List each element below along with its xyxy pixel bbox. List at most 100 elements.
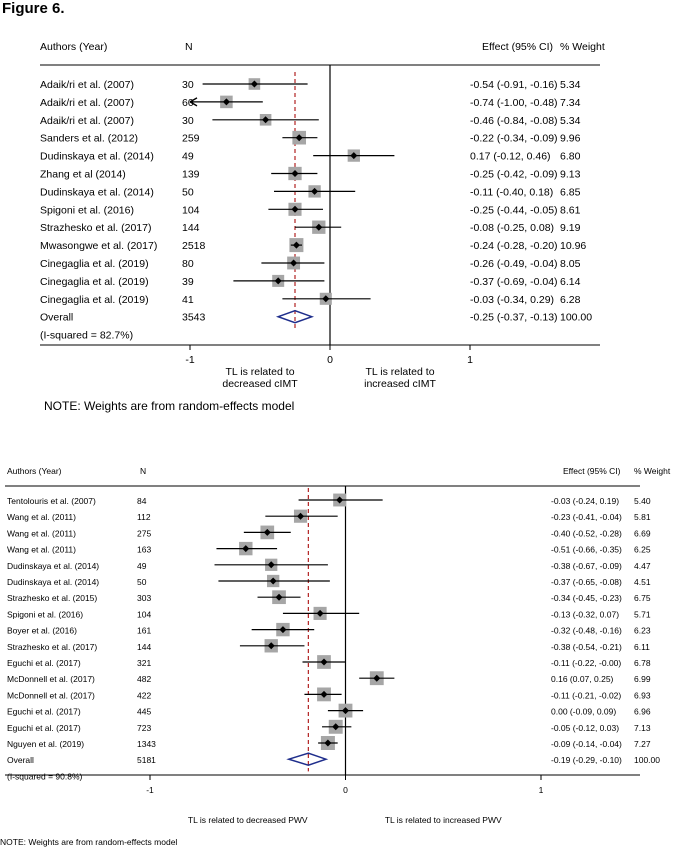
study-n: 144	[182, 222, 200, 234]
study-effect: -0.03 (-0.34, 0.29)	[470, 294, 554, 306]
study-label: Eguchi et al. (2017)	[7, 658, 81, 668]
study-effect: -0.54 (-0.91, -0.16)	[470, 79, 558, 91]
study-effect: -0.08 (-0.25, 0.08)	[470, 222, 554, 234]
study-label: McDonnell et al. (2017)	[7, 690, 95, 700]
study-effect: -0.25 (-0.42, -0.09)	[470, 169, 558, 181]
overall-row: Overall 3543 -0.25 (-0.37, -0.13) 100.00	[40, 309, 592, 324]
study-label: Mwasongwe et al. (2017)	[40, 240, 157, 252]
study-label: Boyer et al. (2016)	[7, 626, 77, 636]
study-n: 39	[182, 276, 194, 288]
study-n: 104	[137, 609, 151, 619]
study-point-estimate	[324, 739, 332, 747]
study-effect: -0.34 (-0.45, -0.23)	[551, 593, 622, 603]
study-point-estimate	[269, 577, 277, 585]
study-label: Strazhesko et al. (2017)	[7, 642, 97, 652]
study-point-estimate	[336, 496, 344, 504]
study-weight: 6.69	[634, 528, 651, 538]
study-row: Spigoni et al. (2016) 104 -0.13 (-0.32, 0.…	[7, 606, 651, 620]
study-label: Zhang et al (2014)	[40, 169, 126, 181]
study-weight: 6.11	[634, 642, 650, 652]
study-row: Boyer et al. (2016) 161 -0.32 (-0.48, -0.1…	[7, 622, 651, 637]
study-n: 144	[137, 642, 151, 652]
study-n: 259	[182, 133, 200, 145]
study-label: McDonnell et al. (2017)	[7, 674, 95, 684]
overall-diamond	[286, 752, 329, 766]
x-tick-label: 1	[467, 354, 473, 366]
study-row: Adaik/ri et al. (2007) 60 -0.74 (-1.00, -0…	[40, 95, 581, 109]
study-n: 723	[137, 723, 151, 733]
study-row: Eguchi et al. (2017) 321 -0.11 (-0.22, -0.…	[7, 655, 651, 669]
study-row: Cinegaglia et al. (2019) 39 -0.37 (-0.69, …	[40, 274, 581, 288]
study-label: Cinegaglia et al. (2019)	[40, 294, 149, 306]
study-n: 2518	[182, 240, 206, 252]
study-point-estimate	[320, 658, 328, 666]
overall-n: 5181	[137, 755, 156, 765]
study-effect: -0.11 (-0.22, -0.00)	[551, 658, 621, 668]
study-point-estimate	[242, 545, 250, 553]
right-direction-label: increased cIMT	[364, 378, 436, 390]
study-n: 60	[182, 97, 194, 109]
study-point-estimate	[275, 593, 283, 601]
study-row: Dudinskaya et al. (2014) 50 -0.37 (-0.65, …	[7, 574, 651, 588]
study-n: 49	[137, 561, 147, 571]
weights-note: NOTE: Weights are from random-effects mo…	[44, 399, 294, 413]
overall-label: Overall	[40, 312, 73, 324]
study-label: Cinegaglia et al. (2019)	[40, 276, 149, 288]
study-weight: 6.85	[560, 186, 581, 198]
study-label: Wang et al. (2011)	[7, 512, 76, 522]
study-weight: 10.96	[560, 240, 586, 252]
study-n: 30	[182, 79, 194, 91]
study-weight: 9.13	[560, 169, 581, 181]
study-row: Adaik/ri et al. (2007) 30 -0.46 (-0.84, -0…	[40, 114, 581, 127]
study-weight: 7.13	[634, 723, 651, 733]
heterogeneity-text: (I-squared = 82.7%)	[40, 330, 133, 342]
study-row: Dudinskaya et al. (2014) 49 -0.38 (-0.67, …	[7, 558, 651, 571]
study-row: McDonnell et al. (2017) 422 -0.11 (-0.21, …	[7, 687, 651, 702]
study-weight: 7.27	[634, 739, 651, 749]
study-n: 482	[137, 674, 151, 684]
study-label: Spigoni et al. (2016)	[7, 609, 83, 619]
study-point-estimate	[315, 223, 323, 231]
study-row: Nguyen et al. (2019) 1343 -0.09 (-0.14, -0…	[7, 736, 651, 750]
left-direction-label: TL is related to decreased PWV	[188, 815, 308, 825]
study-n: 104	[182, 204, 200, 216]
study-row: Dudinskaya et al. (2014) 50 -0.11 (-0.40, …	[40, 185, 581, 198]
study-weight: 6.75	[634, 593, 651, 603]
study-point-estimate	[350, 152, 358, 160]
study-n: 275	[137, 528, 151, 538]
study-row: Adaik/ri et al. (2007) 30 -0.54 (-0.91, -0…	[40, 78, 581, 91]
study-weight: 6.14	[560, 276, 581, 288]
overall-weight: 100.00	[560, 312, 592, 324]
study-n: 1343	[137, 739, 156, 749]
overall-effect: -0.25 (-0.37, -0.13)	[470, 312, 558, 324]
study-weight: 6.99	[634, 674, 651, 684]
forest-plot-cimt: Authors (Year) N Effect (95% CI) % Weight Ad…	[40, 41, 605, 413]
ci-truncation-arrow	[189, 97, 198, 107]
study-effect: -0.26 (-0.49, -0.04)	[470, 258, 558, 270]
header-n: N	[140, 466, 146, 476]
study-point-estimate	[263, 528, 271, 536]
study-row: Mwasongwe et al. (2017) 2518 -0.24 (-0.28,…	[40, 238, 586, 253]
study-effect: -0.46 (-0.84, -0.08)	[470, 115, 558, 127]
study-weight: 6.28	[560, 294, 581, 306]
study-point-estimate	[291, 205, 299, 213]
header-weight: % Weight	[560, 41, 605, 53]
study-weight: 5.40	[634, 496, 651, 506]
study-effect: -0.32 (-0.48, -0.16)	[551, 626, 622, 636]
study-point-estimate	[279, 626, 287, 634]
study-effect: -0.25 (-0.44, -0.05)	[470, 204, 558, 216]
study-point-estimate	[311, 187, 319, 195]
study-label: Dudinskaya et al. (2014)	[7, 561, 99, 571]
study-row: Sanders et al. (2012) 259 -0.22 (-0.34, -0…	[40, 130, 581, 145]
right-direction-label: TL is related to increased PWV	[385, 815, 502, 825]
study-weight: 8.61	[560, 204, 581, 216]
study-row: Tentolouris et al. (2007) 84 -0.03 (-0.24,…	[7, 493, 651, 507]
study-row: Spigoni et al. (2016) 104 -0.25 (-0.44, -0…	[40, 202, 581, 216]
study-point-estimate	[250, 80, 258, 88]
study-point-estimate	[267, 561, 275, 569]
study-point-estimate	[274, 277, 282, 285]
x-tick-label: 1	[539, 785, 544, 795]
header-effect: Effect (95% CI)	[482, 41, 553, 53]
study-n: 50	[137, 577, 147, 587]
study-n: 163	[137, 545, 151, 555]
